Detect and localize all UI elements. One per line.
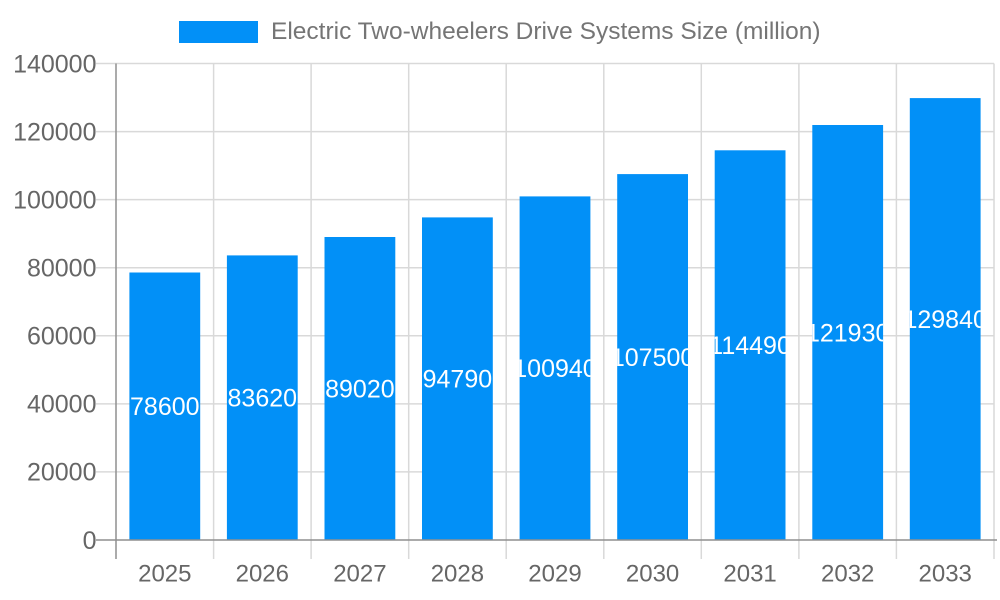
svg-text:78600: 78600 <box>130 393 200 421</box>
svg-text:100940: 100940 <box>513 355 596 383</box>
svg-text:80000: 80000 <box>27 254 97 282</box>
svg-text:114490: 114490 <box>709 332 791 360</box>
svg-text:2030: 2030 <box>626 561 679 588</box>
svg-text:89020: 89020 <box>325 375 395 403</box>
svg-text:60000: 60000 <box>27 323 97 351</box>
svg-text:2029: 2029 <box>528 561 581 588</box>
svg-text:20000: 20000 <box>27 459 97 487</box>
svg-text:2025: 2025 <box>138 561 191 588</box>
svg-text:129840: 129840 <box>903 306 986 334</box>
svg-text:2026: 2026 <box>236 561 289 588</box>
svg-text:40000: 40000 <box>27 391 97 419</box>
svg-text:2032: 2032 <box>821 561 874 588</box>
svg-text:94790: 94790 <box>423 365 493 393</box>
svg-text:2031: 2031 <box>723 561 776 588</box>
svg-text:2027: 2027 <box>333 561 386 588</box>
svg-text:2033: 2033 <box>919 561 972 588</box>
svg-text:140000: 140000 <box>13 50 96 78</box>
svg-text:120000: 120000 <box>13 118 96 146</box>
svg-text:83620: 83620 <box>228 384 298 412</box>
svg-text:121930: 121930 <box>806 319 889 347</box>
svg-text:107500: 107500 <box>611 344 694 372</box>
svg-text:100000: 100000 <box>13 186 96 214</box>
svg-text:Electric Two-wheelers Drive Sy: Electric Two-wheelers Drive Systems Size… <box>271 18 821 45</box>
svg-text:2028: 2028 <box>431 561 484 588</box>
svg-text:0: 0 <box>83 527 97 555</box>
